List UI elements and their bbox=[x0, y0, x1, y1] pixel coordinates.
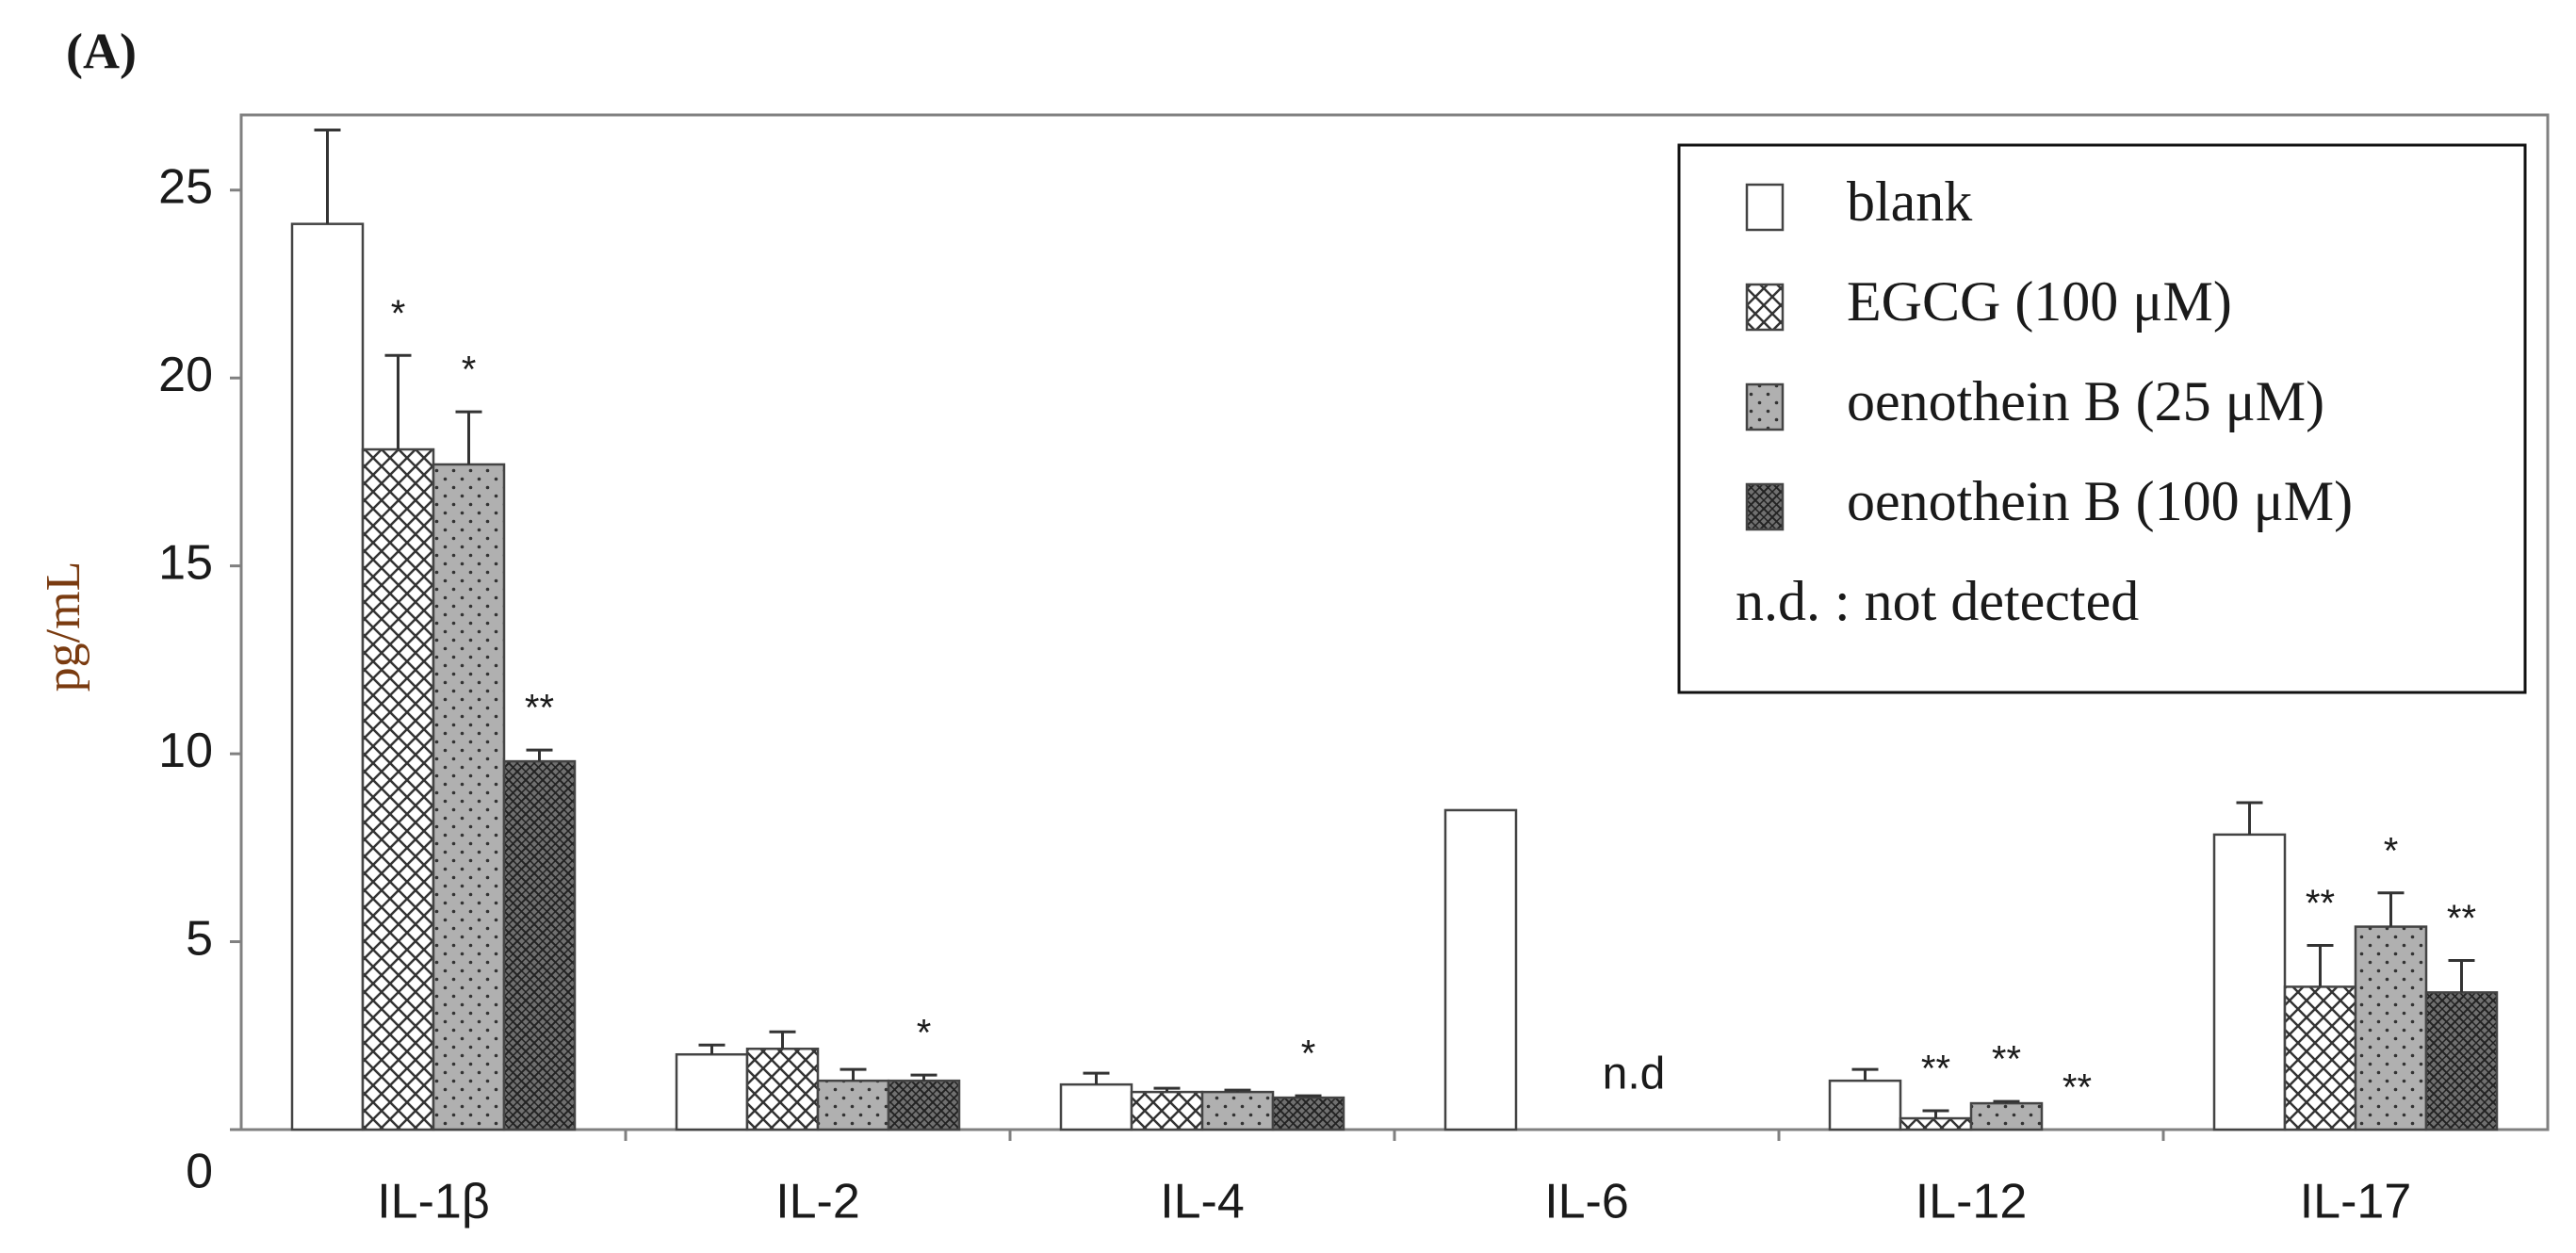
y-tick-label: 20 bbox=[158, 348, 213, 402]
bar bbox=[1969, 1101, 2044, 1131]
error-bar bbox=[769, 1030, 796, 1050]
bar bbox=[2283, 985, 2357, 1131]
y-tick-label: 5 bbox=[186, 911, 213, 966]
error-bar bbox=[1922, 1109, 1949, 1119]
significance-mark: ** bbox=[1921, 1049, 1950, 1090]
bar bbox=[1271, 1096, 1345, 1131]
significance-mark: ** bbox=[2062, 1067, 2092, 1109]
bar bbox=[745, 1047, 820, 1131]
annotation: n.d bbox=[1603, 1050, 1666, 1099]
legend-note: n.d. : not detected bbox=[1736, 570, 2139, 632]
error-bar bbox=[455, 410, 482, 464]
bar bbox=[1059, 1082, 1133, 1131]
legend-label: oenothein B (100 μM) bbox=[1847, 470, 2353, 532]
error-bar bbox=[2307, 944, 2334, 987]
bar bbox=[887, 1079, 961, 1131]
bar bbox=[2424, 991, 2499, 1131]
bar bbox=[361, 448, 435, 1131]
bar bbox=[2212, 833, 2287, 1131]
legend-swatch bbox=[1745, 283, 1785, 332]
error-bar bbox=[314, 128, 341, 224]
y-tick-label: 0 bbox=[186, 1145, 213, 1199]
error-bar bbox=[840, 1067, 867, 1082]
legend-box bbox=[1677, 143, 2527, 694]
bar bbox=[1200, 1090, 1275, 1131]
legend-swatch bbox=[1745, 482, 1785, 531]
significance-mark: * bbox=[917, 1013, 932, 1054]
error-bar bbox=[2236, 801, 2263, 835]
x-tick-label: IL-6 bbox=[1544, 1175, 1629, 1229]
legend-label: EGCG (100 μM) bbox=[1847, 270, 2232, 333]
legend-label: blank bbox=[1847, 171, 1972, 233]
x-tick-label: IL-4 bbox=[1160, 1175, 1245, 1229]
significance-mark: ** bbox=[2447, 898, 2476, 939]
significance-mark: * bbox=[1301, 1033, 1316, 1075]
legend-swatch bbox=[1745, 382, 1785, 431]
x-tick-label: IL-1β bbox=[377, 1175, 490, 1229]
y-tick-label: 10 bbox=[158, 724, 213, 778]
error-bar bbox=[1851, 1067, 1879, 1082]
legend-swatch bbox=[1745, 183, 1785, 232]
significance-mark: * bbox=[2384, 830, 2399, 871]
x-tick-label: IL-2 bbox=[775, 1175, 860, 1229]
bar bbox=[816, 1079, 890, 1131]
significance-mark: * bbox=[391, 293, 406, 334]
error-bar bbox=[2377, 891, 2405, 927]
bar bbox=[502, 759, 577, 1131]
error-bar bbox=[1295, 1094, 1322, 1098]
bar bbox=[432, 463, 506, 1131]
y-axis-label: pg/mL bbox=[37, 561, 90, 692]
error-bar bbox=[384, 353, 412, 450]
error-bar bbox=[1083, 1071, 1110, 1085]
panel-label: (A) bbox=[66, 23, 137, 79]
significance-mark: ** bbox=[2306, 883, 2335, 924]
bar bbox=[2354, 925, 2428, 1131]
x-tick-label: IL-17 bbox=[2300, 1175, 2412, 1229]
bar bbox=[1130, 1090, 1204, 1131]
error-bar bbox=[1993, 1099, 2020, 1104]
error-bar bbox=[1224, 1088, 1251, 1093]
error-bar bbox=[910, 1073, 937, 1082]
error-bar bbox=[526, 748, 553, 762]
bar bbox=[1443, 808, 1518, 1131]
bar bbox=[675, 1052, 749, 1131]
y-tick-label: 15 bbox=[158, 535, 213, 590]
bar bbox=[1899, 1116, 1973, 1131]
legend-label: oenothein B (25 μM) bbox=[1847, 370, 2324, 432]
significance-mark: * bbox=[462, 350, 477, 391]
y-tick-label: 25 bbox=[158, 160, 213, 215]
x-tick-label: IL-12 bbox=[1916, 1175, 2028, 1229]
error-bar bbox=[1153, 1086, 1181, 1093]
error-bar bbox=[2448, 959, 2475, 993]
significance-mark: ** bbox=[525, 688, 554, 729]
error-bar bbox=[698, 1043, 726, 1055]
significance-mark: ** bbox=[1992, 1039, 2021, 1081]
bar bbox=[1828, 1079, 1902, 1131]
bar bbox=[290, 222, 365, 1131]
